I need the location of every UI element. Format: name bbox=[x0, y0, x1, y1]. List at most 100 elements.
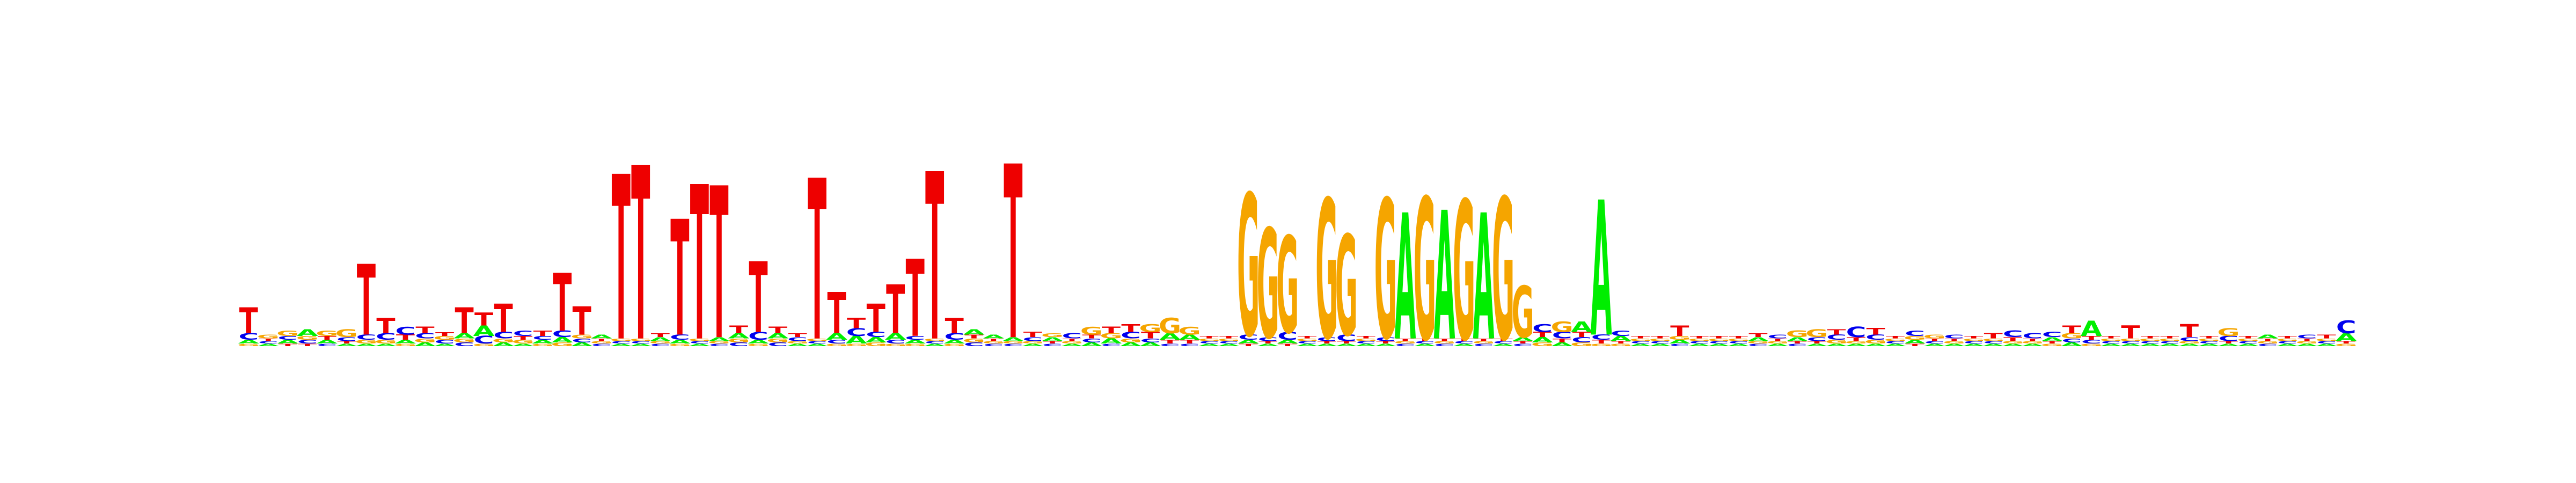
logo-letter-g: G bbox=[1217, 338, 1240, 342]
logo-letter-g: G bbox=[825, 343, 848, 347]
logo-letter-g: G bbox=[1590, 343, 1613, 347]
logo-letter-c: C bbox=[1356, 340, 1376, 345]
logo-letter-c: C bbox=[1748, 343, 1768, 347]
logo-letter-t: T bbox=[1160, 339, 1180, 345]
logo-letter-c: C bbox=[1513, 343, 1533, 347]
logo-letter-c: C bbox=[1768, 334, 1788, 340]
logo-letter-g: G bbox=[1864, 339, 1887, 345]
logo-letter-t: T bbox=[2337, 340, 2355, 345]
logo-letter-g: G bbox=[1139, 323, 1161, 335]
logo-letter-c: C bbox=[807, 340, 828, 345]
logo-letter-g: G bbox=[1414, 158, 1436, 384]
logo-letter-c: C bbox=[787, 336, 808, 342]
logo-letter-c: C bbox=[2022, 332, 2043, 340]
logo-letter-a: A bbox=[297, 328, 318, 338]
logo-letter-a: A bbox=[1101, 337, 1122, 345]
logo-letter-t: T bbox=[1063, 338, 1081, 342]
logo-letter-t: T bbox=[886, 271, 905, 349]
logo-letter-a: A bbox=[2336, 332, 2358, 344]
logo-letter-t: T bbox=[1200, 335, 1219, 340]
logo-letter-c: C bbox=[376, 332, 396, 342]
logo-letter-g: G bbox=[511, 339, 534, 345]
logo-letter-t: T bbox=[1964, 335, 1983, 340]
logo-letter-g: G bbox=[1805, 328, 1828, 340]
logo-letter-a: A bbox=[1081, 341, 1102, 347]
logo-letter-t: T bbox=[1004, 116, 1022, 394]
logo-letter-t: T bbox=[984, 338, 1003, 342]
logo-letter-c: C bbox=[1983, 340, 2003, 345]
logo-letter-a: A bbox=[1492, 343, 1514, 347]
logo-letter-a: A bbox=[1277, 339, 1298, 345]
logo-letter-a: A bbox=[963, 328, 985, 336]
logo-letter-a: A bbox=[1394, 179, 1416, 379]
logo-letter-g: G bbox=[1963, 338, 1985, 342]
logo-letter-g: G bbox=[865, 341, 887, 347]
logo-letter-g: G bbox=[1472, 340, 1495, 345]
logo-letter-c: C bbox=[1435, 343, 1455, 347]
logo-letter-a: A bbox=[630, 343, 652, 347]
logo-letter-g: G bbox=[2139, 338, 2161, 342]
logo-letter-a: A bbox=[1532, 336, 1553, 344]
logo-letter-c: C bbox=[1650, 340, 1670, 345]
logo-letter-c: C bbox=[2160, 340, 2180, 345]
logo-letter-a: A bbox=[277, 339, 298, 345]
logo-letter-t: T bbox=[1318, 340, 1336, 345]
logo-letter-c: C bbox=[983, 343, 1004, 347]
logo-letter-g: G bbox=[2315, 338, 2338, 342]
logo-letter-t: T bbox=[1023, 331, 1043, 339]
logo-letter-c: C bbox=[493, 331, 514, 341]
logo-letter-a: A bbox=[865, 336, 887, 344]
logo-letter-g: G bbox=[1511, 272, 1534, 354]
logo-letter-t: T bbox=[2239, 335, 2258, 340]
logo-letter-a: A bbox=[2002, 343, 2024, 347]
logo-letter-t: T bbox=[435, 331, 455, 337]
logo-letter-c: C bbox=[513, 330, 533, 338]
logo-letter-g: G bbox=[1609, 343, 1632, 347]
logo-letter-c: C bbox=[729, 341, 749, 347]
logo-letter-c: C bbox=[2258, 343, 2278, 347]
logo-letter-a: A bbox=[1591, 163, 1612, 378]
logo-letter-t: T bbox=[1984, 332, 2003, 340]
logo-letter-a: A bbox=[846, 334, 868, 347]
logo-letter-a: A bbox=[1728, 343, 1750, 347]
logo-letter-a: A bbox=[2198, 343, 2220, 347]
logo-letter-a: A bbox=[591, 334, 612, 340]
logo-letter-a: A bbox=[532, 339, 553, 345]
logo-letter-c: C bbox=[1258, 336, 1278, 342]
logo-letter-a: A bbox=[1257, 343, 1279, 347]
logo-letter-g: G bbox=[1943, 340, 1965, 345]
logo-letter-a: A bbox=[571, 341, 592, 347]
logo-letter-a: A bbox=[1453, 343, 1475, 347]
logo-letter-g: G bbox=[630, 338, 652, 342]
logo-letter-a: A bbox=[414, 341, 436, 347]
logo-letter-c: C bbox=[1375, 336, 1396, 342]
logo-letter-a: A bbox=[2100, 343, 2122, 347]
logo-letter-c: C bbox=[552, 329, 573, 339]
logo-letter-g: G bbox=[1550, 319, 1573, 335]
logo-letter-g: G bbox=[806, 338, 828, 342]
logo-letter-t: T bbox=[474, 310, 494, 330]
logo-letter-t: T bbox=[1513, 340, 1532, 345]
logo-letter-a: A bbox=[689, 343, 711, 347]
logo-letter-a: A bbox=[1414, 343, 1436, 347]
logo-letter-a: A bbox=[1747, 336, 1769, 342]
logo-letter-c: C bbox=[277, 335, 298, 341]
logo-letter-g: G bbox=[610, 338, 632, 342]
logo-letter-c: C bbox=[1865, 333, 1886, 341]
logo-letter-g: G bbox=[982, 340, 1005, 345]
logo-letter-c: C bbox=[1316, 336, 1337, 342]
logo-letter-a: A bbox=[395, 339, 416, 345]
logo-letter-g: G bbox=[433, 335, 456, 341]
logo-letter-g: G bbox=[688, 338, 711, 342]
logo-letter-c: C bbox=[1160, 343, 1180, 347]
logo-letter-t: T bbox=[2317, 334, 2337, 340]
logo-letter-a: A bbox=[258, 343, 280, 347]
logo-letter-c: C bbox=[2316, 340, 2337, 345]
logo-letter-a: A bbox=[453, 332, 475, 340]
logo-letter-c: C bbox=[415, 332, 435, 340]
logo-letter-g: G bbox=[531, 343, 554, 347]
logo-letter-c: C bbox=[532, 335, 553, 341]
logo-letter-c: C bbox=[1807, 336, 1827, 342]
logo-letter-c: C bbox=[709, 343, 729, 347]
